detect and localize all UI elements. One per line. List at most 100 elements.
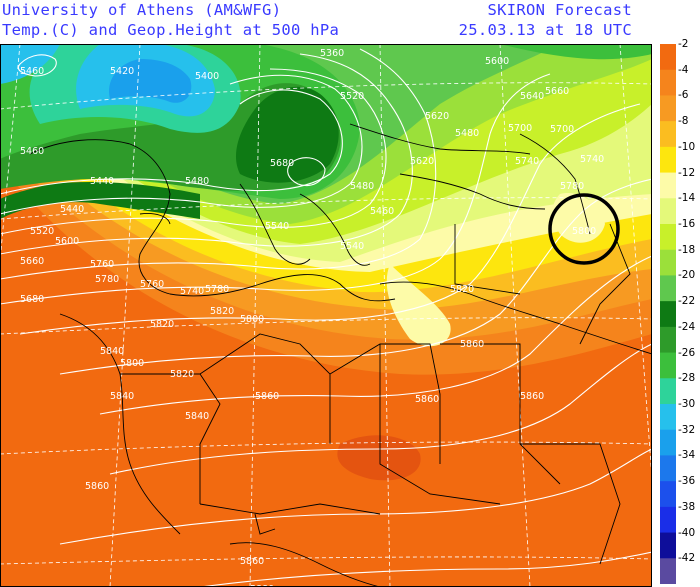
colorbar-swatch: [660, 532, 676, 559]
contour-label: 5820: [170, 369, 194, 380]
contour-label: 5680: [20, 294, 44, 305]
contour-label: 5520: [340, 91, 364, 102]
contour-label: 5460: [20, 66, 44, 77]
contour-label: 5780: [560, 181, 584, 192]
contour-label: 5660: [545, 86, 569, 97]
colorbar-label: -6: [678, 89, 689, 102]
contour-label: 5480: [350, 181, 374, 192]
colorbar-label: -26: [678, 346, 696, 359]
contour-label: 5860: [240, 556, 264, 567]
geopotential-contours: [0, 48, 652, 587]
contour-label: 5440: [90, 176, 114, 187]
colorbar-swatch: [660, 275, 676, 302]
temp-band-minus32: [109, 59, 192, 103]
contour-label: 5620: [425, 111, 449, 122]
contour-label: 5620: [410, 156, 434, 167]
contour-label: 5820: [210, 306, 234, 317]
contour-label: 5480: [455, 128, 479, 139]
colorbar-label: -42: [678, 552, 696, 565]
colorbar-label: -38: [678, 500, 696, 513]
colorbar-swatch: [660, 69, 676, 96]
colorbar-swatch: [660, 506, 676, 534]
colorbar-label: -16: [678, 218, 696, 230]
contour-label: 5760: [140, 279, 164, 290]
colorbar-label: -10: [678, 140, 696, 153]
contour-label: 5600: [55, 236, 79, 247]
contour-label: 5520: [30, 226, 54, 237]
colorbar-label: -18: [678, 243, 696, 256]
colorbar-swatch: [660, 481, 676, 508]
contour-label: 5740: [180, 286, 204, 297]
colorbar-swatch: [660, 455, 676, 482]
highlight-circle: [548, 193, 620, 265]
contour-label: 5860: [85, 481, 109, 492]
contour-label: 5680: [270, 158, 294, 169]
temp-band-saharan-warm: [337, 435, 421, 481]
contour-label: 5800: [120, 358, 144, 369]
colorbar-swatch: [660, 146, 676, 174]
temp-band-cold-trough: [0, 182, 200, 219]
contour-label: 5840: [110, 391, 134, 402]
colorbar-swatch: [660, 44, 676, 71]
contour-label: 5400: [195, 71, 219, 82]
colorbar-label: -28: [678, 372, 696, 385]
colorbar-swatch: [660, 404, 676, 431]
colorbar-swatch: [660, 172, 676, 199]
contour-label: 5780: [205, 284, 229, 295]
colorbar-swatch: [660, 326, 676, 354]
colorbar-swatch: [660, 558, 676, 584]
contour-label: 5860: [520, 391, 544, 402]
contour-label: 5660: [20, 256, 44, 267]
temp-band-ne-cold: [500, 44, 652, 60]
contour-label: 5760: [90, 259, 114, 270]
temp-band-warm-tongue: [386, 264, 451, 347]
colorbar-label: -40: [678, 526, 696, 539]
contour-label: 5860: [415, 394, 439, 405]
graticule: [0, 44, 652, 587]
contour-label: 5800: [572, 226, 596, 237]
contour-label: 5600: [485, 56, 509, 67]
contour-label: 5460: [20, 146, 44, 157]
colorbar-label: -34: [678, 449, 696, 462]
contour-label: 5480: [185, 176, 209, 187]
contour-label: 5440: [60, 204, 84, 215]
colorbar-swatch: [660, 429, 676, 456]
colorbar-label: -2: [678, 38, 689, 50]
colorbar-label: -32: [678, 423, 696, 436]
contour-label: 5740: [580, 154, 604, 165]
title-variable: Temp.(C) and Geop.Height at 500 hPa: [2, 21, 340, 39]
contour-label: 5800: [240, 314, 264, 325]
colorbar-swatch: [660, 95, 676, 122]
title-forecast-time: 25.03.13 at 18 UTC: [458, 21, 632, 39]
colorbar-swatch: [660, 121, 676, 148]
title-university: University of Athens (AM&WFG): [2, 1, 282, 19]
colorbar-swatch: [660, 198, 676, 225]
colorbar-label: -36: [678, 475, 696, 488]
contour-label: 5860: [460, 339, 484, 350]
title-forecast-system: SKIRON Forecast: [487, 1, 632, 19]
contour-label: 5700: [550, 124, 574, 135]
coastlines-borders: [29, 123, 652, 587]
temp-band-nw-corner: [0, 44, 60, 84]
temperature-colorbar: [660, 44, 676, 584]
contour-label: 5540: [265, 221, 289, 232]
contour-label: 5820: [450, 284, 474, 295]
colorbar-label: -8: [678, 115, 689, 128]
contour-label: 5860: [255, 391, 279, 402]
contour-label: 5780: [95, 274, 119, 285]
contour-label: 5700: [508, 123, 532, 134]
colorbar-swatch: [660, 301, 676, 328]
colorbar-swatch: [660, 352, 676, 379]
contour-label: 5820: [150, 319, 174, 330]
colorbar-label: -30: [678, 398, 696, 410]
contour-label: 5640: [520, 91, 544, 102]
contour-label: 5840: [100, 346, 124, 357]
contour-label: 5880: [250, 584, 274, 587]
colorbar-label: -12: [678, 166, 696, 179]
contour-label: 5740: [515, 156, 539, 167]
contour-label: 5840: [185, 411, 209, 422]
colorbar-swatch: [660, 224, 676, 251]
colorbar-swatch: [660, 249, 676, 276]
